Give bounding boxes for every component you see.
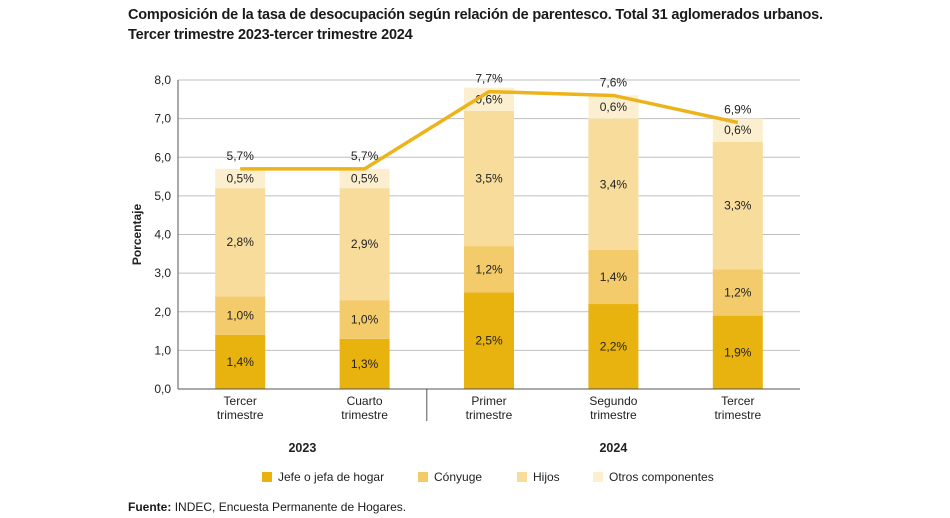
y-tick-label: 6,0 <box>154 150 171 164</box>
y-tick-label: 5,0 <box>154 189 171 203</box>
y-tick-label: 8,0 <box>154 73 171 87</box>
year-label: 2023 <box>288 441 316 455</box>
bar-segment-hijos <box>712 141 763 270</box>
x-tick-label: trimestre <box>714 408 761 422</box>
data-label-conyuge: 1,4% <box>600 270 628 284</box>
title-line-1: Composición de la tasa de desocupación s… <box>128 7 823 23</box>
bar-segment-conyuge <box>339 300 390 339</box>
data-label-otros: 0,6% <box>724 123 752 137</box>
data-label-jefe: 1,4% <box>227 355 255 369</box>
data-label-hijos: 2,9% <box>351 237 379 251</box>
data-label-hijos: 2,8% <box>227 235 255 249</box>
data-label-otros: 0,6% <box>600 100 628 114</box>
y-tick-label: 4,0 <box>154 228 171 242</box>
x-tick-label: trimestre <box>466 408 513 422</box>
x-tick-label: Primer <box>471 394 506 408</box>
source-label: Fuente: <box>128 500 172 514</box>
y-tick-label: 0,0 <box>154 382 171 396</box>
x-tick-label: trimestre <box>217 408 264 422</box>
total-line <box>240 89 739 171</box>
data-label-hijos: 3,5% <box>475 171 503 185</box>
title-line-2: Tercer trimestre 2023-tercer trimestre 2… <box>128 27 413 43</box>
x-tick-label: trimestre <box>341 408 388 422</box>
source-text: INDEC, Encuesta Permanente de Hogares. <box>174 500 407 514</box>
bar-segment-otros <box>215 168 266 189</box>
legend-label-conyuge: Cónyuge <box>434 470 482 484</box>
chart-title: Composición de la tasa de desocupación s… <box>128 5 823 45</box>
legend-label-hijos: Hijos <box>533 470 560 484</box>
year-label: 2024 <box>599 441 627 455</box>
legend-swatch-hijos <box>517 472 527 482</box>
y-tick-label: 3,0 <box>154 266 171 280</box>
bar-segment-hijos <box>588 118 639 250</box>
x-tick-label: Tercer <box>224 394 257 408</box>
bar-segment-hijos <box>339 188 390 301</box>
data-label-jefe: 1,3% <box>351 357 379 371</box>
data-label-conyuge: 1,0% <box>227 309 255 323</box>
data-label-otros: 0,5% <box>227 171 255 185</box>
data-label-jefe: 1,9% <box>724 345 752 359</box>
bar-segment-jefe <box>215 334 266 389</box>
total-label: 6,9% <box>724 102 752 116</box>
bar-segment-conyuge <box>712 269 763 316</box>
bar-segment-otros <box>588 95 639 119</box>
bar-segment-conyuge <box>464 246 514 293</box>
y-axis-title: Porcentaje <box>130 203 144 265</box>
bar-segment-otros <box>712 118 763 142</box>
data-label-conyuge: 1,2% <box>724 285 752 299</box>
total-label: 5,7% <box>227 149 255 163</box>
data-label-jefe: 2,5% <box>475 334 503 348</box>
bar-segment-hijos <box>464 110 514 247</box>
bar-segment-conyuge <box>588 249 639 305</box>
total-label: 5,7% <box>351 149 379 163</box>
bar-segment-jefe <box>588 304 639 389</box>
data-label-hijos: 3,4% <box>600 177 628 191</box>
y-tick-label: 2,0 <box>154 305 171 319</box>
data-label-conyuge: 1,0% <box>351 312 379 326</box>
data-label-hijos: 3,3% <box>724 199 752 213</box>
data-label-otros: 0,5% <box>351 171 379 185</box>
bar-segment-jefe <box>712 315 763 389</box>
x-tick-label: Cuarto <box>347 394 383 408</box>
total-label: 7,7% <box>475 72 503 86</box>
source-note: Fuente: INDEC, Encuesta Permanente de Ho… <box>128 500 406 514</box>
legend-label-otros: Otros componentes <box>609 470 714 484</box>
x-tick-label: trimestre <box>590 408 637 422</box>
y-tick-label: 1,0 <box>154 343 171 357</box>
x-tick-label: Segundo <box>589 394 637 408</box>
bar-segment-conyuge <box>215 296 266 335</box>
legend-swatch-conyuge <box>418 472 428 482</box>
data-label-conyuge: 1,2% <box>475 262 503 276</box>
bar-segment-jefe <box>339 338 390 389</box>
bar-segment-jefe <box>464 292 514 389</box>
x-tick-label: Tercer <box>721 394 754 408</box>
legend-label-jefe: Jefe o jefa de hogar <box>278 470 384 484</box>
bar-segment-otros <box>339 168 390 189</box>
legend-swatch-jefe <box>262 472 272 482</box>
y-tick-label: 7,0 <box>154 112 171 126</box>
legend-swatch-otros <box>593 472 603 482</box>
total-label: 7,6% <box>600 75 628 89</box>
data-label-jefe: 2,2% <box>600 340 628 354</box>
bar-segment-hijos <box>215 188 266 297</box>
